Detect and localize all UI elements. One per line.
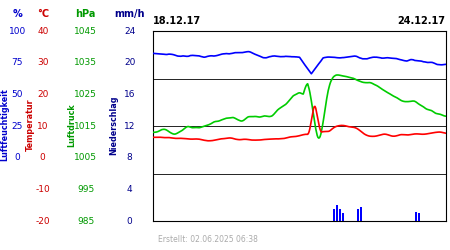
Bar: [418, 213, 420, 221]
Bar: [337, 206, 338, 221]
Text: 4: 4: [127, 185, 132, 194]
Text: 985: 985: [77, 217, 94, 226]
Text: 1005: 1005: [74, 154, 97, 162]
Text: Erstellt: 02.06.2025 06:38: Erstellt: 02.06.2025 06:38: [158, 236, 257, 244]
Text: 18.12.17: 18.12.17: [153, 16, 201, 26]
Text: 8: 8: [127, 154, 132, 162]
Text: -10: -10: [36, 185, 50, 194]
Text: 995: 995: [77, 185, 94, 194]
Text: 75: 75: [11, 58, 23, 68]
Text: hPa: hPa: [75, 9, 96, 19]
Bar: [342, 213, 344, 221]
Text: Luftdruck: Luftdruck: [68, 103, 76, 147]
Bar: [415, 212, 417, 221]
Text: 25: 25: [11, 122, 23, 131]
Text: 1025: 1025: [74, 90, 97, 99]
Text: 0: 0: [40, 154, 45, 162]
Text: 0: 0: [14, 154, 20, 162]
Text: 30: 30: [37, 58, 49, 68]
Text: -20: -20: [36, 217, 50, 226]
Bar: [357, 210, 359, 221]
Text: 0: 0: [127, 217, 132, 226]
Text: 24: 24: [124, 27, 135, 36]
Text: 1045: 1045: [74, 27, 97, 36]
Text: 20: 20: [37, 90, 49, 99]
Bar: [333, 210, 335, 221]
Text: %: %: [12, 9, 22, 19]
Text: 24.12.17: 24.12.17: [397, 16, 446, 26]
Text: 40: 40: [37, 27, 49, 36]
Text: 16: 16: [124, 90, 135, 99]
Text: Luftfeuchtigkeit: Luftfeuchtigkeit: [0, 89, 9, 162]
Text: 100: 100: [9, 27, 26, 36]
Text: 20: 20: [124, 58, 135, 68]
Text: mm/h: mm/h: [114, 9, 145, 19]
Text: 50: 50: [11, 90, 23, 99]
Text: 1035: 1035: [74, 58, 97, 68]
Text: 10: 10: [37, 122, 49, 131]
Text: 1015: 1015: [74, 122, 97, 131]
Text: °C: °C: [37, 9, 49, 19]
Bar: [360, 207, 361, 221]
Text: Niederschlag: Niederschlag: [109, 95, 118, 155]
Bar: [339, 210, 341, 221]
Text: 12: 12: [124, 122, 135, 131]
Text: Temperatur: Temperatur: [26, 99, 35, 151]
